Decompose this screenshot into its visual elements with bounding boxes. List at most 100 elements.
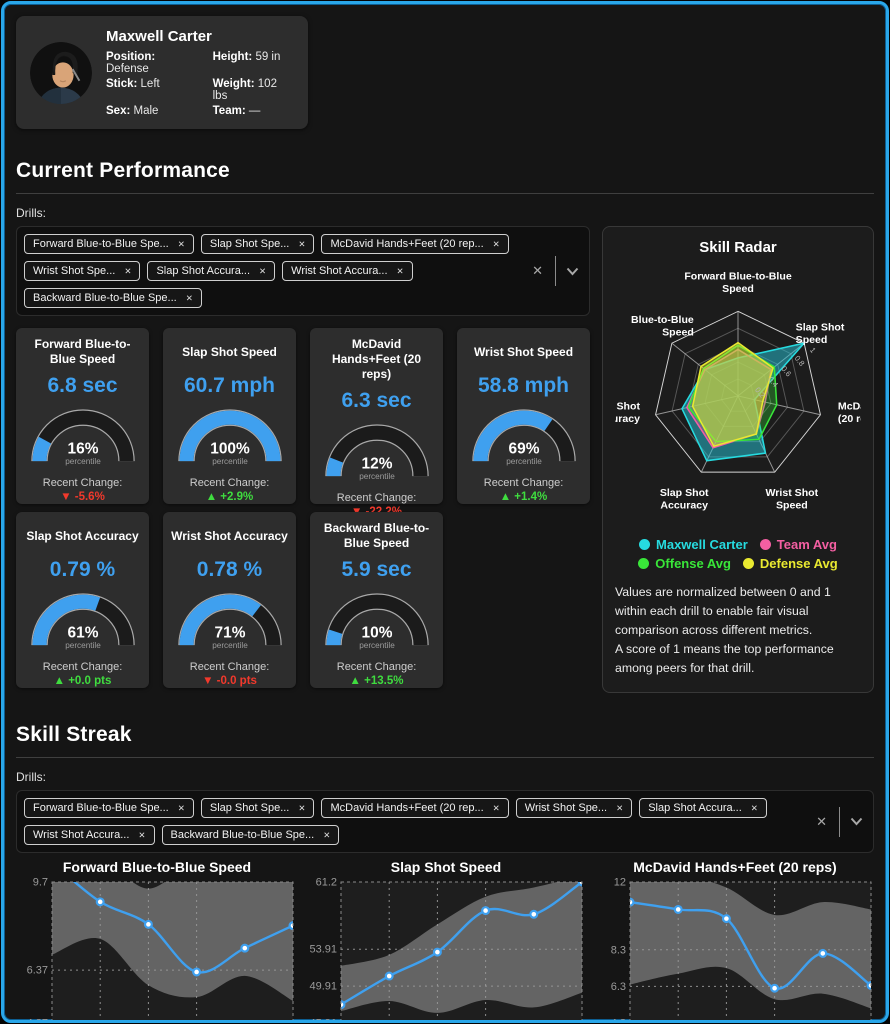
- svg-text:McDavid Hands+Feet(20 reps): McDavid Hands+Feet(20 reps): [838, 400, 861, 424]
- remove-chip-icon[interactable]: ✕: [138, 829, 146, 840]
- streak-chart: McDavid Hands+Feet (20 reps)128.36.34.3A…: [594, 859, 876, 1023]
- drills-label: Drills:: [16, 770, 46, 785]
- svg-text:4.3: 4.3: [611, 1018, 626, 1023]
- legend-item-team-avg[interactable]: Team Avg: [759, 537, 837, 552]
- player-field: Team: —: [212, 105, 261, 117]
- chevron-down-icon[interactable]: [564, 265, 581, 278]
- radar-note: Values are normalized between 0 and 1 wi…: [615, 585, 834, 676]
- drill-chip[interactable]: McDavid Hands+Feet (20 rep... ✕: [321, 798, 509, 819]
- drill-chip[interactable]: Forward Blue-to-Blue Spe... ✕: [24, 798, 194, 819]
- drill-chips: Forward Blue-to-Blue Spe... ✕ Slap Shot Sp…: [24, 798, 809, 846]
- svg-text:6.37: 6.37: [27, 965, 48, 977]
- drill-chip[interactable]: Wrist Shot Spe... ✕: [515, 798, 633, 819]
- player-info-grid: Position: Defense Height: 59 in Stick: L…: [106, 51, 294, 117]
- radar-title: Skill Radar: [699, 239, 777, 256]
- drill-chip-label: Slap Shot Accura...: [156, 265, 251, 277]
- svg-text:percentile: percentile: [65, 641, 101, 650]
- drill-chip[interactable]: Slap Shot Accura... ✕: [639, 798, 767, 819]
- remove-chip-icon[interactable]: ✕: [177, 802, 185, 813]
- stat-card-title: Forward Blue-to-Blue Speed: [34, 337, 131, 366]
- recent-change-label: Recent Change:: [483, 477, 564, 489]
- stat-card-value: 58.8 mph: [477, 374, 570, 397]
- remove-chip-icon[interactable]: ✕: [323, 829, 331, 840]
- recent-change-value: ▲ +13.5%: [349, 675, 404, 687]
- legend-item-offense-avg[interactable]: Offense Avg: [638, 556, 731, 571]
- drill-chip-label: Backward Blue-to-Blue Spe...: [33, 292, 177, 304]
- player-card: Maxwell Carter Position: Defense Height:…: [16, 16, 308, 129]
- remove-chip-icon[interactable]: ✕: [616, 802, 624, 813]
- remove-chip-icon[interactable]: ✕: [492, 238, 500, 249]
- remove-chip-icon[interactable]: ✕: [124, 265, 132, 276]
- legend-item-defense-avg[interactable]: Defense Avg: [742, 556, 838, 571]
- remove-chip-icon[interactable]: ✕: [750, 802, 758, 813]
- drill-chip[interactable]: Wrist Shot Spe... ✕: [24, 261, 141, 281]
- svg-text:percentile: percentile: [359, 641, 395, 650]
- drill-chips: Forward Blue-to-Blue Spe... ✕ Slap Shot Sp…: [24, 234, 525, 308]
- remove-chip-icon[interactable]: ✕: [298, 238, 306, 249]
- percentile-gauge: 16% percentile: [25, 403, 141, 472]
- drill-chip[interactable]: McDavid Hands+Feet (20 rep... ✕: [321, 234, 509, 254]
- player-name: Maxwell Carter: [106, 28, 212, 45]
- remove-chip-icon[interactable]: ✕: [259, 265, 267, 276]
- clear-all-icon[interactable]: ✕: [816, 813, 827, 829]
- legend-dot: [639, 539, 651, 550]
- legend-label: Offense Avg: [655, 556, 731, 571]
- svg-text:4.37: 4.37: [27, 1018, 48, 1023]
- clear-all-icon[interactable]: ✕: [532, 263, 543, 278]
- remove-chip-icon[interactable]: ✕: [185, 292, 193, 303]
- drill-chip-label: Slap Shot Spe...: [209, 238, 290, 250]
- skill-radar-chart: 0.2 0.4 0.6 0.8 1 Forward Blue-to-Blue Speed Sl…: [603, 258, 873, 535]
- remove-chip-icon[interactable]: ✕: [177, 238, 185, 249]
- chevron-down-icon[interactable]: [848, 815, 865, 828]
- drill-chip[interactable]: Slap Shot Spe... ✕: [200, 798, 315, 819]
- drill-chip-label: Wrist Shot Spe...: [524, 802, 608, 815]
- stat-card-title: Wrist Shot Speed: [473, 344, 574, 359]
- legend-label: Team Avg: [776, 537, 837, 552]
- stat-card-value: 60.7 mph: [183, 374, 276, 397]
- legend-dot: [638, 558, 650, 569]
- drill-chip-label: Slap Shot Spe...: [209, 802, 290, 815]
- drill-chip[interactable]: Backward Blue-to-Blue Spe... ✕: [24, 288, 202, 308]
- legend-label: Defense Avg: [759, 556, 838, 571]
- svg-text:9.7: 9.7: [33, 877, 48, 889]
- recent-change-label: Recent Change:: [189, 477, 270, 489]
- svg-text:12%: 12%: [361, 455, 392, 472]
- svg-text:12: 12: [614, 877, 626, 889]
- svg-text:percentile: percentile: [65, 457, 101, 466]
- svg-text:percentile: percentile: [506, 457, 542, 466]
- legend-dot: [759, 539, 771, 550]
- recent-change-value: ▲ +0.0 pts: [53, 675, 112, 687]
- drill-chip[interactable]: Slap Shot Spe... ✕: [200, 234, 315, 254]
- recent-change-label: Recent Change:: [336, 661, 417, 673]
- drill-chip-label: Forward Blue-to-Blue Spe...: [33, 238, 169, 250]
- remove-chip-icon[interactable]: ✕: [396, 265, 404, 276]
- stat-card-title: Slap Shot Accuracy: [26, 528, 139, 543]
- drill-chip[interactable]: Backward Blue-to-Blue Spe... ✕: [161, 825, 340, 846]
- stat-card-value: 5.9 sec: [341, 558, 412, 581]
- drill-chip[interactable]: Wrist Shot Accura... ✕: [24, 825, 155, 846]
- recent-change-label: Recent Change:: [336, 492, 417, 504]
- drills-multiselect[interactable]: Forward Blue-to-Blue Spe... ✕ Slap Shot Sp…: [16, 226, 590, 316]
- drills-label: Drills:: [16, 206, 46, 220]
- remove-chip-icon[interactable]: ✕: [492, 802, 500, 813]
- remove-chip-icon[interactable]: ✕: [298, 802, 306, 813]
- percentile-gauge: 61% percentile: [25, 587, 141, 656]
- drill-chip[interactable]: Wrist Shot Accura... ✕: [282, 261, 413, 281]
- percentile-gauge: 12% percentile: [319, 418, 435, 487]
- svg-text:percentile: percentile: [212, 457, 248, 466]
- streak-chart-title: McDavid Hands+Feet (20 reps): [633, 859, 837, 876]
- svg-text:1: 1: [808, 346, 818, 355]
- drill-chip[interactable]: Forward Blue-to-Blue Spe... ✕: [24, 234, 194, 254]
- svg-text:61.2: 61.2: [316, 877, 337, 889]
- drill-chip[interactable]: Slap Shot Accura... ✕: [147, 261, 276, 281]
- percentile-gauge: 69% percentile: [466, 403, 582, 472]
- recent-change-value: ▼ -5.6%: [60, 491, 105, 503]
- player-field: Position: Defense: [106, 51, 156, 75]
- legend-item-maxwell-carter[interactable]: Maxwell Carter: [639, 537, 748, 552]
- percentile-gauge: 71% percentile: [172, 587, 288, 656]
- drills-multiselect[interactable]: Forward Blue-to-Blue Spe... ✕ Slap Shot Sp…: [16, 790, 874, 854]
